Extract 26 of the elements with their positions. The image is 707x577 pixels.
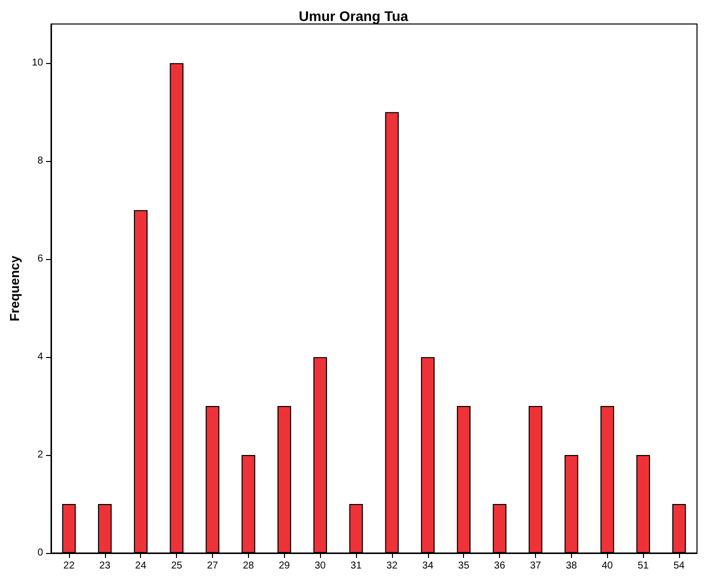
y-tick-label: 6 (37, 254, 44, 265)
y-axis-title: Frequency (7, 254, 22, 322)
x-tick-label: 22 (63, 560, 75, 572)
y-tick-label: 2 (37, 450, 44, 461)
x-tick-label: 31 (350, 560, 362, 572)
y-tick-label: 10 (32, 58, 44, 69)
x-tick-label: 29 (278, 560, 290, 572)
x-tick-label: 54 (673, 560, 686, 572)
x-tick-label: 37 (530, 560, 542, 572)
x-tick-label: 27 (206, 560, 219, 572)
y-tick-label: 4 (37, 352, 44, 363)
x-tick-label: 38 (566, 560, 578, 572)
x-tick-label: 28 (242, 560, 254, 572)
x-tick-label: 36 (494, 560, 506, 572)
x-tick-label: 30 (314, 560, 326, 572)
y-tick-label: 8 (37, 156, 44, 167)
x-tick-label: 51 (638, 560, 650, 572)
y-tick-label: 0 (37, 548, 44, 558)
x-tick-label: 34 (422, 560, 434, 572)
x-tick-label: 23 (99, 560, 111, 572)
x-tick-label: 24 (135, 560, 147, 572)
x-tick-label: 32 (386, 560, 398, 572)
x-tick-label: 25 (171, 560, 183, 572)
chart-title: Umur Orang Tua (298, 8, 408, 24)
x-tick-label: 40 (602, 560, 614, 572)
x-tick-label: 35 (458, 560, 470, 572)
